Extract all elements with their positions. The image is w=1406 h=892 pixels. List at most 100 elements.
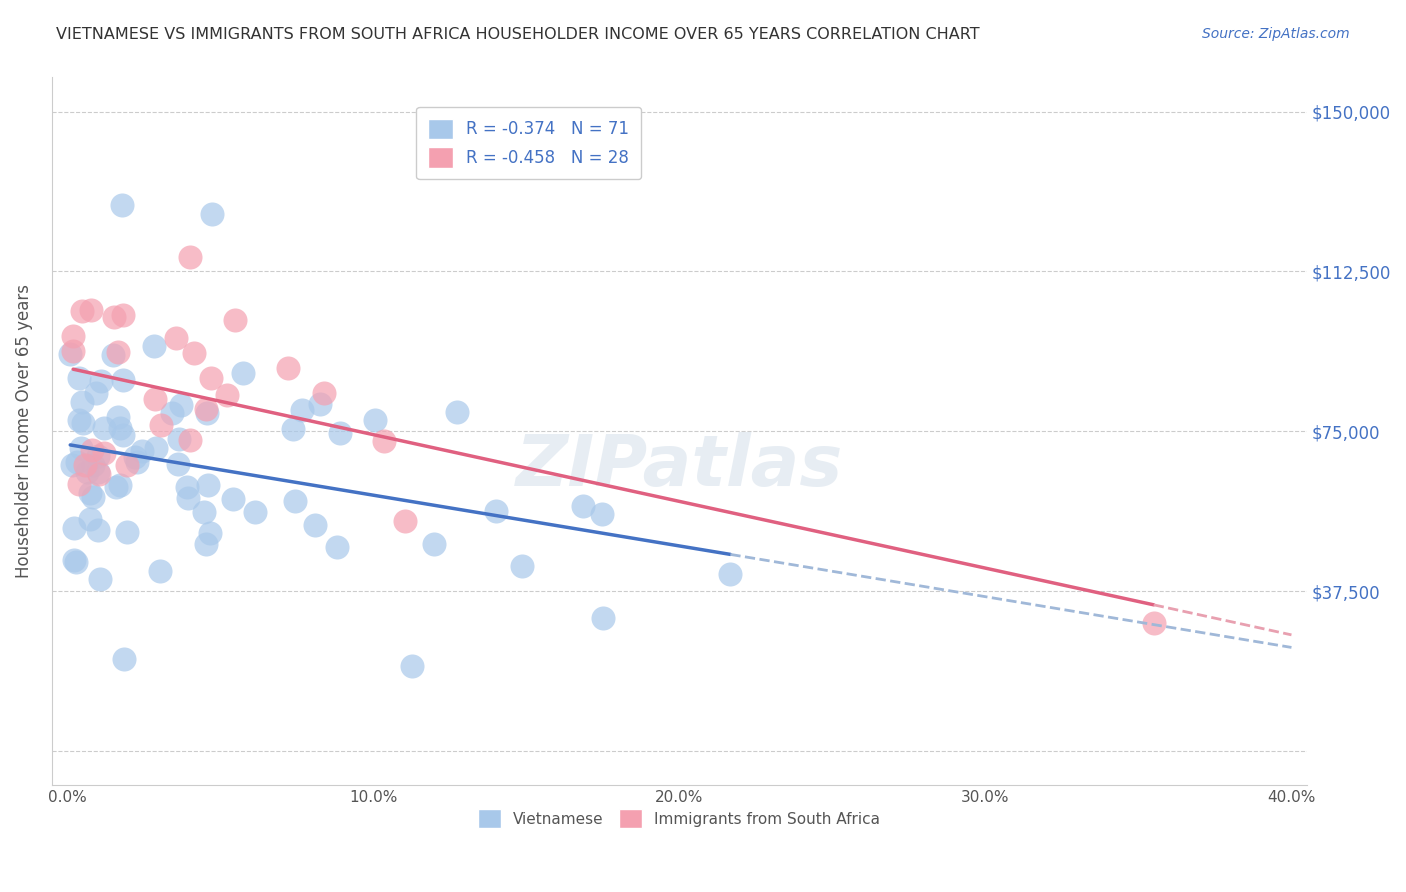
Point [277,360,299,375]
Point [104,480,127,494]
Point [111,373,134,387]
Point [364,413,387,427]
Point [200,370,222,384]
Point [423,537,446,551]
Point [245,505,267,519]
Point [62,458,84,472]
Point [309,397,332,411]
Point [170,398,193,412]
Point [169,433,191,447]
Point [283,422,305,436]
Legend: Vietnamese, Immigrants from South Africa: Vietnamese, Immigrants from South Africa [472,803,886,834]
Point [111,428,134,442]
Point [112,652,135,666]
Point [401,659,423,673]
Point [195,536,218,550]
Point [718,566,741,581]
Point [179,433,201,447]
Point [87,449,110,463]
Point [70,442,93,456]
Point [177,491,200,505]
Point [67,371,90,385]
Point [329,426,352,441]
Point [176,480,198,494]
Point [150,418,173,433]
Point [145,441,167,455]
Point [79,485,101,500]
Point [124,450,146,464]
Point [108,421,131,435]
Point [62,329,84,343]
Point [591,507,613,521]
Text: Source: ZipAtlas.com: Source: ZipAtlas.com [1202,27,1350,41]
Point [125,455,148,469]
Point [222,491,245,506]
Point [89,572,111,586]
Point [82,458,104,472]
Point [67,413,90,427]
Point [79,302,101,317]
Point [101,348,124,362]
Text: VIETNAMESE VS IMMIGRANTS FROM SOUTH AFRICA HOUSEHOLDER INCOME OVER 65 YEARS CORR: VIETNAMESE VS IMMIGRANTS FROM SOUTH AFRI… [56,27,980,42]
Point [1143,616,1166,631]
Point [111,198,134,212]
Point [87,467,110,482]
Point [373,434,395,448]
Point [194,401,217,416]
Text: ZIPatlas: ZIPatlas [516,432,844,501]
Point [87,523,110,537]
Point [291,403,314,417]
Point [82,443,104,458]
Point [485,504,508,518]
Point [63,521,86,535]
Point [183,346,205,360]
Point [66,455,89,469]
Point [93,421,115,435]
Point [90,375,112,389]
Point [200,525,222,540]
Point [72,416,94,430]
Point [142,339,165,353]
Point [166,457,188,471]
Point [117,524,139,539]
Point [67,476,90,491]
Y-axis label: Householder Income Over 65 years: Householder Income Over 65 years [15,285,32,578]
Point [107,410,129,425]
Point [75,458,97,473]
Point [215,388,238,402]
Point [131,443,153,458]
Point [149,564,172,578]
Point [592,610,614,624]
Point [572,499,595,513]
Point [76,465,98,479]
Point [103,310,125,325]
Point [108,478,131,492]
Point [232,366,254,380]
Point [193,505,215,519]
Point [195,406,218,420]
Point [166,331,188,345]
Point [115,458,138,472]
Point [87,466,110,480]
Point [107,345,129,359]
Point [326,541,349,555]
Point [143,392,166,407]
Point [63,553,86,567]
Point [160,406,183,420]
Point [446,405,468,419]
Point [82,490,104,504]
Point [394,515,416,529]
Point [224,313,246,327]
Point [70,304,93,318]
Point [197,478,219,492]
Point [72,395,94,409]
Point [84,385,107,400]
Point [510,558,533,573]
Point [179,250,201,264]
Point [79,512,101,526]
Point [304,517,326,532]
Point [112,309,135,323]
Point [62,343,84,358]
Point [284,494,307,508]
Point [201,206,224,220]
